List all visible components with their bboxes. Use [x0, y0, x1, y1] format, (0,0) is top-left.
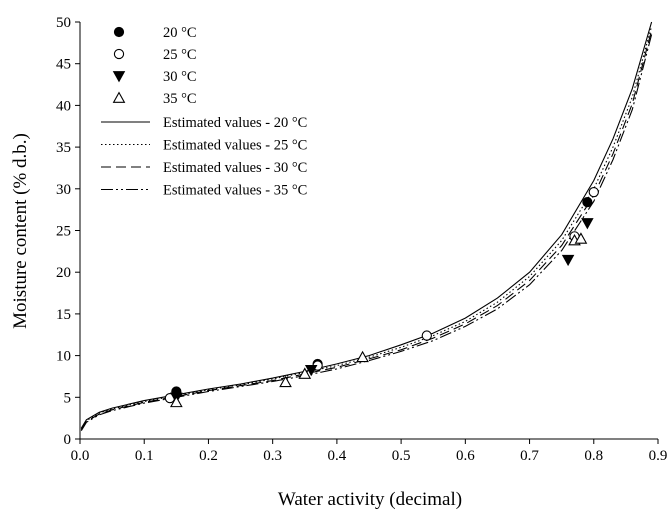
data-point-filled-triangle-down [304, 364, 318, 377]
y-tick-label: 40 [56, 98, 71, 114]
y-tick-label: 35 [56, 140, 71, 156]
legend-marker-filled-triangle-down [112, 71, 126, 83]
legend-label: Estimated values - 35 °C [163, 183, 307, 199]
curve-dashed [80, 30, 653, 431]
y-tick-label: 15 [56, 307, 71, 323]
observed-points [164, 186, 599, 408]
data-point-open-triangle-up [574, 232, 588, 244]
x-tick-label: 0.3 [263, 448, 282, 464]
y-tick-label: 0 [64, 432, 72, 448]
legend-label: 30 °C [163, 69, 197, 85]
y-tick-label: 10 [56, 349, 71, 365]
x-tick-label: 0.1 [135, 448, 154, 464]
y-tick-label: 50 [56, 15, 71, 31]
x-tick-label: 0.0 [71, 448, 90, 464]
data-point-open-triangle-up [298, 367, 312, 379]
data-point-open-circle [421, 330, 432, 341]
y-tick-label: 5 [64, 390, 72, 406]
legend-marker-open-triangle-up [112, 91, 126, 103]
legend: 20 °C 25 °C 30 °C 35 °C Estimated values - 2… [101, 25, 307, 199]
legend-label: 25 °C [163, 47, 197, 63]
curve-dashdotdot [80, 34, 653, 431]
x-tick-label: 0.4 [328, 448, 347, 464]
data-point-filled-triangle-down [581, 218, 594, 230]
y-tick-label: 20 [56, 265, 71, 281]
data-point-open-circle [588, 186, 599, 198]
y-tick-label: 30 [56, 182, 71, 198]
legend-marker-filled-circle [113, 26, 125, 38]
x-tick-label: 0.7 [520, 448, 539, 464]
legend-label: Estimated values - 25 °C [163, 138, 307, 154]
data-point-open-triangle-up [279, 375, 292, 388]
curve-dotted [80, 26, 653, 430]
legend-label: Estimated values - 20 °C [163, 115, 307, 131]
axes: 0.0 0.1 0.2 0.3 0.4 0.5 0.6 0.7 0.8 0.9 0 5 10 15 20 25… [56, 15, 667, 464]
x-tick-label: 0.6 [456, 448, 475, 464]
legend-label: 35 °C [163, 91, 197, 107]
curve-solid [80, 21, 653, 429]
y-tick-label: 45 [56, 57, 71, 73]
x-axis-title: Water activity (decimal) [278, 489, 462, 510]
data-point-open-triangle-up [169, 395, 183, 408]
y-axis-title: Moisture content (% d.b.) [10, 133, 31, 329]
legend-label: 20 °C [163, 25, 197, 41]
legend-label: Estimated values - 30 °C [163, 160, 307, 176]
estimated-curves [80, 21, 653, 431]
x-tick-label: 0.9 [649, 448, 668, 464]
y-tick-label: 25 [56, 224, 71, 240]
x-tick-label: 0.8 [584, 448, 603, 464]
x-tick-label: 0.5 [392, 448, 411, 464]
x-tick-label: 0.2 [199, 448, 218, 464]
data-point-open-triangle-up [356, 350, 369, 363]
data-point-filled-triangle-down [561, 254, 575, 267]
legend-marker-open-circle [113, 48, 125, 60]
data-point-filled-circle [582, 197, 593, 208]
